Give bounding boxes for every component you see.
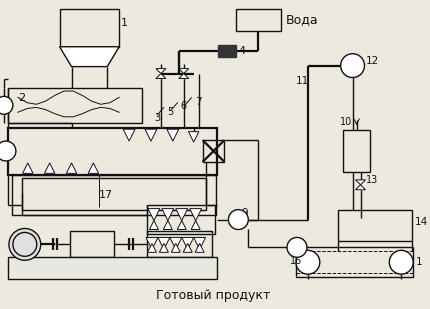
Text: Готовый продукт: Готовый продукт [157, 289, 271, 302]
Polygon shape [160, 243, 168, 252]
Polygon shape [156, 69, 166, 74]
Circle shape [9, 228, 41, 260]
Polygon shape [167, 129, 179, 141]
Circle shape [228, 210, 248, 230]
Polygon shape [191, 221, 200, 230]
Polygon shape [88, 163, 98, 173]
Bar [8, 257, 217, 279]
Polygon shape [146, 237, 158, 249]
Polygon shape [195, 243, 204, 252]
Circle shape [0, 96, 13, 114]
Polygon shape [182, 237, 194, 249]
Bar [296, 248, 413, 277]
Polygon shape [145, 129, 157, 141]
Polygon shape [148, 209, 160, 221]
Polygon shape [156, 74, 166, 78]
Polygon shape [162, 209, 174, 221]
Bar [338, 210, 412, 241]
Text: 11: 11 [296, 75, 309, 86]
Bar [203, 140, 224, 162]
Text: 10: 10 [340, 117, 352, 127]
Bar [147, 205, 215, 235]
Polygon shape [190, 209, 202, 221]
Text: Вода: Вода [286, 13, 319, 27]
Text: 17: 17 [99, 190, 114, 200]
Circle shape [389, 250, 413, 274]
Text: 5: 5 [167, 107, 173, 117]
Polygon shape [147, 243, 157, 252]
Polygon shape [171, 243, 180, 252]
Polygon shape [183, 243, 192, 252]
Polygon shape [150, 221, 158, 230]
Text: 1: 1 [416, 257, 423, 267]
Polygon shape [23, 163, 33, 173]
Polygon shape [179, 69, 189, 74]
Polygon shape [158, 237, 170, 249]
Circle shape [13, 232, 37, 256]
Text: 16: 16 [290, 256, 302, 266]
Bar [70, 231, 114, 257]
Text: 13: 13 [366, 175, 378, 185]
Polygon shape [177, 221, 186, 230]
Circle shape [0, 141, 16, 161]
Bar [8, 128, 217, 175]
Polygon shape [44, 163, 55, 173]
Polygon shape [66, 163, 77, 173]
Circle shape [287, 237, 307, 257]
Bar [60, 9, 119, 47]
Circle shape [341, 54, 365, 78]
Polygon shape [123, 129, 135, 141]
Polygon shape [170, 237, 182, 249]
Bar [147, 231, 212, 257]
Text: 7: 7 [195, 97, 201, 107]
Text: 12: 12 [366, 56, 379, 66]
Polygon shape [356, 180, 365, 185]
Polygon shape [194, 237, 206, 249]
Text: 1: 1 [121, 18, 128, 28]
Circle shape [296, 250, 320, 274]
Polygon shape [356, 185, 365, 190]
Text: 6: 6 [181, 101, 187, 111]
Bar [343, 130, 371, 172]
Text: 4: 4 [238, 46, 246, 56]
Text: 2: 2 [18, 93, 25, 104]
Bar [237, 9, 281, 31]
Text: 3: 3 [154, 113, 160, 123]
Text: 14: 14 [415, 217, 428, 226]
Polygon shape [179, 74, 189, 78]
Text: 9: 9 [241, 208, 248, 218]
Polygon shape [188, 132, 199, 142]
Bar [8, 88, 142, 123]
Bar [218, 45, 236, 57]
Polygon shape [60, 47, 119, 67]
Bar [22, 178, 206, 210]
Bar [12, 175, 215, 214]
Polygon shape [163, 221, 172, 230]
Polygon shape [176, 209, 188, 221]
